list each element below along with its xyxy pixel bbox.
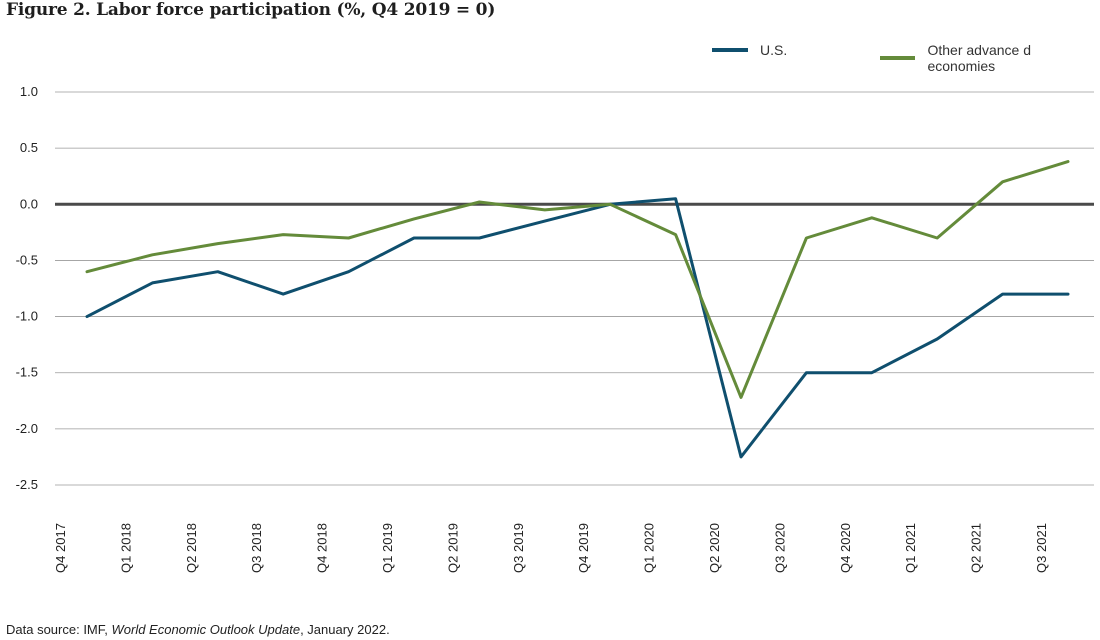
- x-tick-label: Q4 2019: [576, 523, 591, 573]
- chart-title: Figure 2. Labor force participation (%, …: [6, 0, 496, 20]
- x-tick-label: Q1 2020: [642, 523, 657, 573]
- legend-item-other: Other advance d economies: [880, 42, 1100, 74]
- x-tick-label: Q1 2018: [118, 523, 133, 573]
- x-tick-label: Q3 2018: [249, 523, 264, 573]
- source-publication: World Economic Outlook Update: [111, 622, 301, 637]
- x-tick-label: Q3 2020: [772, 523, 787, 573]
- source-prefix: Data source: IMF,: [6, 622, 112, 637]
- legend-item-us: U.S.: [712, 42, 787, 58]
- x-tick-label: Q1 2019: [380, 523, 395, 573]
- legend-label-us: U.S.: [760, 42, 788, 58]
- legend-swatch-us: [712, 48, 748, 52]
- chart-legend: U.S. Other advance d economies: [0, 42, 1100, 74]
- x-tick-label: Q2 2019: [445, 523, 460, 573]
- x-tick-label: Q3 2019: [511, 523, 526, 573]
- y-tick-label: -2.5: [16, 477, 38, 492]
- source-suffix: , January 2022.: [300, 622, 390, 637]
- y-tick-label: 0.5: [20, 140, 38, 155]
- legend-label-other: Other advance d economies: [927, 42, 1031, 74]
- series-line-us: [85, 197, 1070, 459]
- series-line-other: [85, 160, 1070, 399]
- x-tick-label: Q4 2020: [838, 523, 853, 573]
- y-tick-label: -2.0: [16, 421, 38, 436]
- y-tick-label: 1.0: [20, 84, 38, 99]
- y-tick-label: -1.0: [16, 309, 38, 324]
- data-source-note: Data source: IMF, World Economic Outlook…: [6, 622, 390, 637]
- x-tick-label: Q2 2021: [969, 523, 984, 573]
- x-tick-label: Q4 2018: [315, 523, 330, 573]
- legend-swatch-other: [880, 56, 916, 60]
- y-tick-label: 0.0: [20, 196, 38, 211]
- x-tick-label: Q3 2021: [1034, 523, 1049, 573]
- y-tick-label: -0.5: [16, 252, 38, 267]
- x-tick-label: Q2 2020: [707, 523, 722, 573]
- y-tick-label: -1.5: [16, 365, 38, 380]
- x-tick-label: Q4 2017: [53, 523, 68, 573]
- x-tick-label: Q2 2018: [184, 523, 199, 573]
- x-tick-label: Q1 2021: [903, 523, 918, 573]
